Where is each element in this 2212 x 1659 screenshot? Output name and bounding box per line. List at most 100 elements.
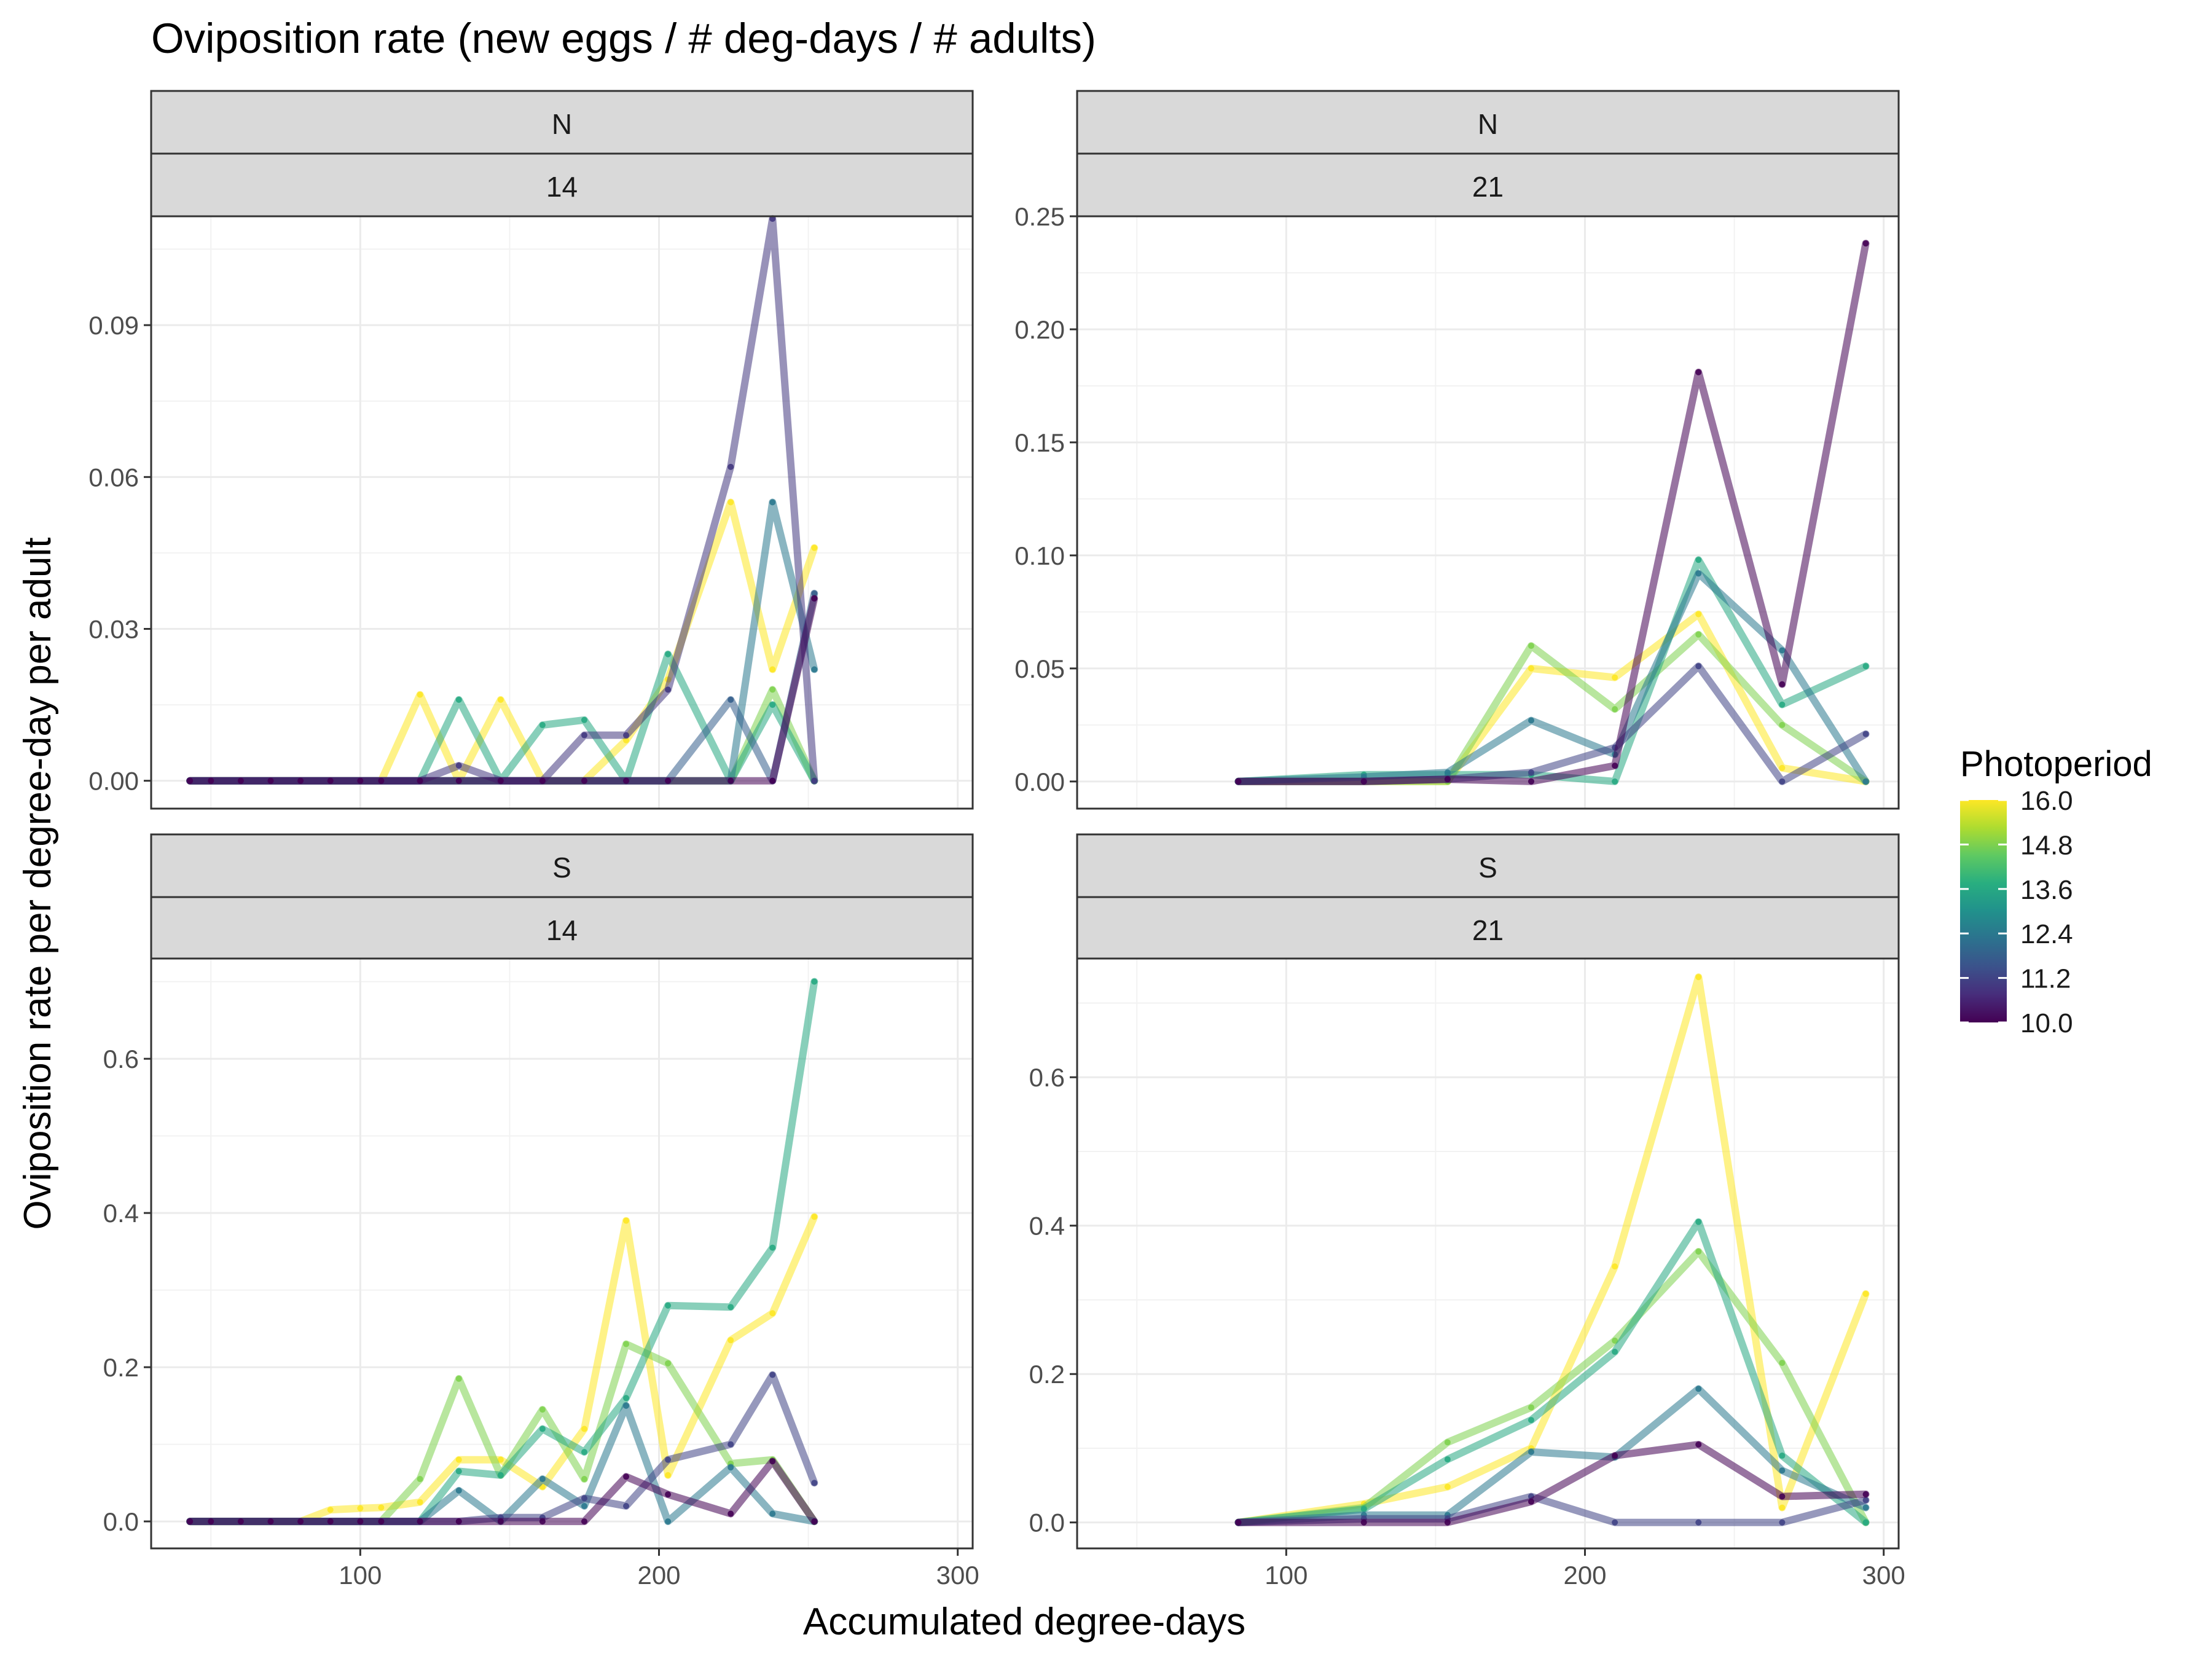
data-point <box>1612 1349 1618 1355</box>
data-point <box>581 716 587 723</box>
data-point <box>1779 1360 1786 1367</box>
data-point <box>1528 665 1534 672</box>
data-point <box>1779 764 1786 771</box>
data-point <box>1444 1483 1451 1490</box>
data-point <box>1695 974 1702 981</box>
data-point <box>1695 557 1702 563</box>
panel: S 14 0.0 0.2 0.4 0.6 100 200 300 <box>103 833 979 1590</box>
data-point <box>811 544 818 551</box>
data-point <box>1862 240 1869 247</box>
chart-title: Oviposition rate (new eggs / # deg-days … <box>151 15 1096 62</box>
panel-border <box>150 215 974 810</box>
data-point <box>455 777 462 784</box>
x-tick-label: 200 <box>1563 1561 1606 1590</box>
data-point <box>1862 1491 1869 1497</box>
data-point <box>455 1518 462 1525</box>
data-point <box>378 777 385 784</box>
data-point <box>327 1507 334 1513</box>
data-point <box>1528 1449 1534 1456</box>
data-point <box>1779 701 1786 708</box>
data-point <box>623 1217 630 1224</box>
data-point <box>1444 769 1451 776</box>
data-point <box>1444 776 1451 783</box>
data-point <box>455 762 462 769</box>
y-tick-label: 0.03 <box>88 615 139 644</box>
data-point <box>417 1499 423 1505</box>
data-point <box>187 777 194 784</box>
data-point <box>1862 1504 1869 1511</box>
facet-label-temperature: 14 <box>546 914 578 946</box>
data-point <box>1779 1493 1786 1500</box>
data-point <box>1528 769 1534 776</box>
data-point <box>378 1518 385 1525</box>
data-point <box>769 216 776 222</box>
data-point <box>665 651 672 657</box>
y-tick-label: 0.15 <box>1014 428 1065 457</box>
data-point <box>1612 706 1618 713</box>
data-point <box>357 1505 364 1512</box>
data-point <box>267 1518 274 1525</box>
series-line <box>1234 240 1870 785</box>
data-point <box>497 1456 504 1463</box>
data-point <box>1779 1453 1786 1459</box>
data-point <box>1528 717 1534 724</box>
data-point <box>623 732 630 739</box>
data-point <box>728 1304 734 1311</box>
facet-strip-bottom <box>150 896 974 961</box>
data-point <box>811 978 818 985</box>
series-line <box>186 595 818 785</box>
data-point <box>1862 663 1869 670</box>
data-point <box>665 1302 672 1309</box>
data-point <box>1695 1248 1702 1255</box>
legend-tick-label: 12.4 <box>2020 919 2073 949</box>
x-tick-label: 100 <box>339 1561 382 1590</box>
data-point <box>1779 1519 1786 1526</box>
data-point <box>769 777 776 784</box>
data-point <box>1360 1519 1367 1526</box>
facet-strip-top <box>1076 90 1900 155</box>
legend-tick-label: 11.2 <box>2020 964 2071 994</box>
data-point <box>497 1472 504 1478</box>
data-point <box>728 777 734 784</box>
data-point <box>581 1449 587 1456</box>
data-point <box>497 777 504 784</box>
data-point <box>1695 570 1702 577</box>
data-point <box>811 777 818 784</box>
y-tick-label: 0.06 <box>88 463 139 492</box>
data-point <box>1779 681 1786 688</box>
legend-colorbar <box>1960 800 2007 1022</box>
data-point <box>811 1518 818 1525</box>
panels-group: N 14 0.00 0.03 0.06 0.09 N 21 0.00 0.05 0.10 0.15 0.… <box>88 90 1905 1590</box>
data-point <box>769 1371 776 1378</box>
data-point <box>1612 1337 1618 1344</box>
data-point <box>539 1518 546 1525</box>
data-point <box>769 666 776 673</box>
data-point <box>623 1502 630 1509</box>
data-point <box>497 696 504 703</box>
data-point <box>455 1456 462 1463</box>
y-tick-label: 0.25 <box>1014 202 1065 231</box>
data-point <box>1779 1467 1786 1474</box>
data-point <box>1528 1417 1534 1424</box>
legend-tick-label: 13.6 <box>2020 875 2073 905</box>
data-point <box>728 499 734 506</box>
data-point <box>497 1518 504 1525</box>
data-point <box>237 1518 244 1525</box>
data-point <box>327 1518 334 1525</box>
panel-border <box>1076 215 1900 810</box>
data-point <box>769 1244 776 1251</box>
y-tick-label: 0.00 <box>1014 767 1065 796</box>
data-point <box>1862 1290 1869 1297</box>
data-point <box>1528 643 1534 649</box>
data-point <box>297 777 304 784</box>
facet-strip-top <box>150 90 974 155</box>
data-point <box>1612 763 1618 769</box>
y-tick-label: 0.6 <box>1029 1063 1065 1092</box>
facet-label-region: N <box>1478 108 1498 140</box>
data-point <box>1360 778 1367 785</box>
data-point <box>1612 778 1618 785</box>
data-point <box>1444 1456 1451 1463</box>
data-point <box>623 1473 630 1480</box>
data-point <box>539 1476 546 1483</box>
